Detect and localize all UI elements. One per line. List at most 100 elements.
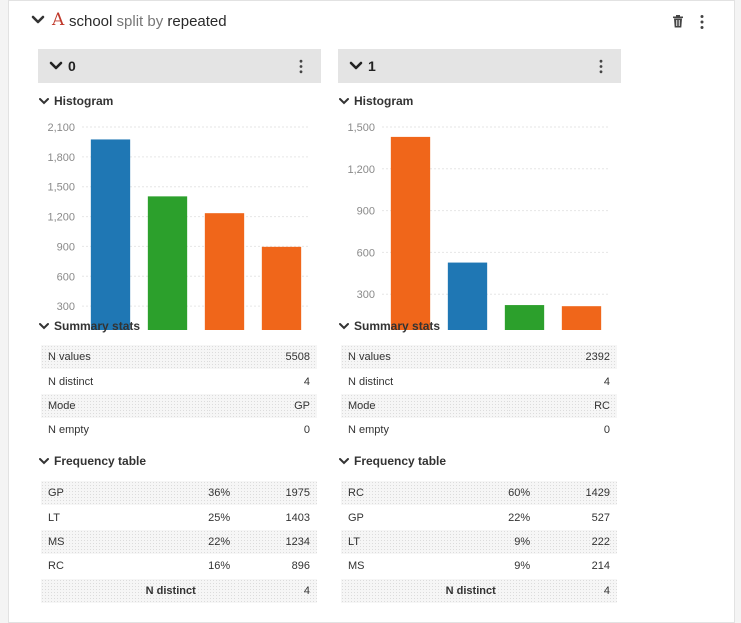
y-tick-label: 600 [357, 247, 375, 259]
stat-label: N values [341, 345, 509, 370]
stat-label: Mode [41, 393, 209, 419]
stat-label: N values [41, 345, 209, 370]
panel-menu-icon[interactable] [298, 59, 304, 74]
table-row: N distinct 4 [341, 578, 617, 603]
category-count: 1975 [237, 481, 317, 506]
category-percent: 22% [508, 511, 531, 524]
table-row: MS 22% 1234 [41, 529, 317, 555]
chevron-down-icon [39, 323, 49, 330]
category-percent: 9% [514, 560, 531, 573]
panel-title: 1 [368, 58, 376, 74]
y-tick-label: 1,500 [347, 122, 375, 134]
chevron-down-icon [339, 323, 349, 330]
category-count: 1234 [237, 529, 317, 555]
table-row: LT 9% 222 [341, 529, 617, 555]
split-by-text: split by [116, 13, 164, 30]
y-tick-label: 1,200 [347, 164, 375, 176]
table-row: N values 2392 [341, 345, 617, 370]
stat-value: 0 [603, 424, 610, 437]
section-title-histogram: Histogram [354, 94, 414, 108]
section-title-summary: Summary stats [354, 319, 441, 333]
collapse-chevron-icon[interactable] [49, 60, 63, 72]
categorical-type-icon: A [52, 10, 65, 30]
category-count: 527 [591, 511, 610, 524]
y-tick-label: 1,800 [47, 152, 75, 164]
stat-value: 4 [603, 375, 610, 388]
stat-value: 5508 [208, 345, 317, 370]
bar-gp [447, 262, 488, 330]
category-label: MS [41, 529, 105, 555]
category-percent: 16% [208, 560, 231, 573]
category-label: GP [41, 481, 105, 506]
card-header: A school split by repeated [9, 1, 734, 41]
stat-label: N distinct [48, 375, 94, 388]
table-row: RC 60% 1429 [341, 481, 617, 506]
n-distinct-value: 4 [537, 578, 617, 603]
collapse-chevron-icon[interactable] [349, 60, 363, 72]
bar-gp [90, 139, 131, 330]
category-percent: 9% [404, 529, 538, 555]
stat-value: 0 [303, 424, 310, 437]
category-percent: 25% [208, 511, 231, 524]
variable-name: school [69, 13, 113, 30]
collapse-chevron-icon[interactable] [31, 13, 45, 27]
y-tick-label: 1,200 [47, 212, 75, 224]
table-row: Mode RC [341, 393, 617, 419]
variable-card: A school split by repeated 0 Histogram [8, 0, 735, 623]
card-menu-icon[interactable] [699, 14, 705, 30]
table-row: Mode GP [41, 393, 317, 419]
table-row: RC 16% 896 [41, 554, 317, 578]
chevron-down-icon [339, 458, 349, 465]
table-row: N empty 0 [41, 418, 317, 442]
table-row: N values 5508 [41, 345, 317, 370]
table-row: N distinct 4 [41, 578, 317, 603]
y-tick-label: 600 [57, 271, 75, 283]
y-tick-label: 300 [57, 301, 75, 313]
trash-icon[interactable] [672, 15, 684, 28]
y-tick-label: 1,500 [47, 182, 75, 194]
stat-value: 2392 [508, 345, 617, 370]
split-panel-0: 0 Histogram 0 300 600 900 1,200 1,500 1,800 2,1… [38, 49, 321, 603]
panel-menu-icon[interactable] [598, 59, 604, 74]
split-variable-name: repeated [167, 13, 227, 30]
card-title: school split by repeated [69, 13, 227, 30]
category-label: RC [341, 481, 405, 506]
table-row: N distinct 4 [41, 369, 317, 393]
frequency-table: GP 36% 1975 LT 25% 1403 MS 22% 1234 RC 16% 896 N… [41, 481, 317, 603]
n-distinct-label: N distinct [404, 578, 538, 603]
summary-table: N values 2392 N distinct 4 Mode RC N empty 0 [341, 345, 617, 443]
panel-title: 0 [68, 58, 76, 74]
chevron-down-icon [339, 98, 349, 105]
summary-table: N values 5508 N distinct 4 Mode GP N empty 0 [41, 345, 317, 443]
category-label: RC [48, 560, 64, 573]
y-tick-label: 900 [57, 241, 75, 253]
panel-header: 0 [38, 49, 321, 83]
section-title-frequency: Frequency table [54, 454, 147, 468]
category-count: 1429 [537, 481, 617, 506]
category-count: 222 [537, 529, 617, 555]
bar-ms [204, 213, 245, 330]
split-panel-1: 1 Histogram 03006009001,2001,500RCGPLTMS… [338, 49, 621, 603]
chevron-down-icon [39, 458, 49, 465]
table-row: GP 36% 1975 [41, 481, 317, 506]
section-title-histogram: Histogram [54, 94, 114, 108]
table-row: LT 25% 1403 [41, 505, 317, 529]
stat-value: 4 [303, 375, 310, 388]
table-row: N empty 0 [341, 418, 617, 442]
category-percent: 36% [104, 481, 238, 506]
bar-rc [390, 136, 431, 330]
bar-lt [504, 305, 545, 330]
stat-label: N empty [48, 424, 89, 437]
y-tick-label: 900 [357, 206, 375, 218]
panel-header: 1 [338, 49, 621, 83]
category-percent: 60% [404, 481, 538, 506]
category-count: 214 [591, 560, 610, 573]
bar-lt [147, 196, 188, 330]
y-tick-label: 300 [357, 289, 375, 301]
category-count: 1403 [285, 511, 310, 524]
table-row: GP 22% 527 [341, 505, 617, 529]
stat-label: N empty [348, 424, 389, 437]
category-label: MS [348, 560, 365, 573]
category-count: 896 [291, 560, 310, 573]
